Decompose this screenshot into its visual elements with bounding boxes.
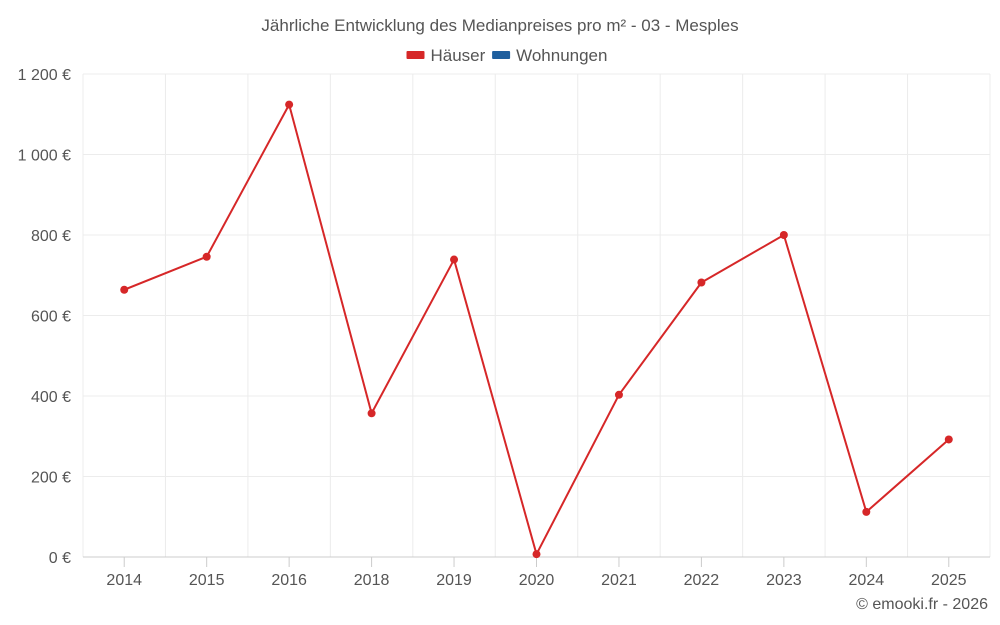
legend-swatch bbox=[492, 51, 511, 59]
x-tick-label: 2016 bbox=[271, 572, 307, 589]
data-point[interactable] bbox=[120, 285, 129, 294]
y-tick-label: 0 € bbox=[49, 550, 71, 567]
grid bbox=[82, 73, 991, 558]
chart-title: Jährliche Entwicklung des Medianpreises … bbox=[261, 16, 738, 35]
data-point[interactable] bbox=[367, 409, 376, 418]
y-tick-label: 600 € bbox=[31, 309, 71, 326]
data-point[interactable] bbox=[285, 100, 294, 109]
y-tick-label: 200 € bbox=[31, 470, 71, 487]
data-point[interactable] bbox=[779, 231, 788, 239]
x-tick-label: 2015 bbox=[189, 572, 225, 589]
x-tick-label: 2023 bbox=[766, 572, 802, 589]
legend: Häuser Wohnungen bbox=[406, 46, 607, 65]
credit-text: © emooki.fr - 2026 bbox=[856, 596, 988, 613]
x-tick-label: 2025 bbox=[931, 572, 967, 589]
y-tick-label: 1 200 € bbox=[18, 67, 71, 84]
data-point[interactable] bbox=[862, 507, 871, 516]
y-axis: 0 € 200 € 400 € 600 € 800 € 1 000 € 1 200 € bbox=[18, 67, 71, 567]
x-tick-label: 2018 bbox=[354, 572, 390, 589]
y-tick-label: 1 000 € bbox=[18, 148, 71, 165]
x-tick-label: 2021 bbox=[601, 572, 637, 589]
x-axis: 2014 2015 2016 2018 2019 2020 2021 2022 2023 2024… bbox=[83, 556, 990, 589]
data-point[interactable] bbox=[450, 255, 459, 264]
x-tick-label: 2022 bbox=[684, 572, 720, 589]
data-point[interactable] bbox=[532, 550, 541, 559]
x-tick-label: 2020 bbox=[519, 572, 555, 589]
data-point[interactable] bbox=[944, 435, 953, 444]
x-tick-label: 2024 bbox=[849, 572, 885, 589]
y-tick-label: 800 € bbox=[31, 228, 71, 245]
data-point[interactable] bbox=[697, 278, 706, 287]
data-point[interactable] bbox=[202, 252, 211, 261]
y-tick-label: 400 € bbox=[31, 389, 71, 406]
series-layer bbox=[120, 100, 953, 559]
legend-swatch bbox=[406, 51, 425, 59]
x-tick-label: 2019 bbox=[436, 572, 472, 589]
x-tick-label: 2014 bbox=[106, 572, 142, 589]
legend-label[interactable]: Wohnungen bbox=[516, 46, 607, 65]
data-point[interactable] bbox=[614, 390, 623, 399]
legend-label[interactable]: Häuser bbox=[431, 46, 486, 65]
